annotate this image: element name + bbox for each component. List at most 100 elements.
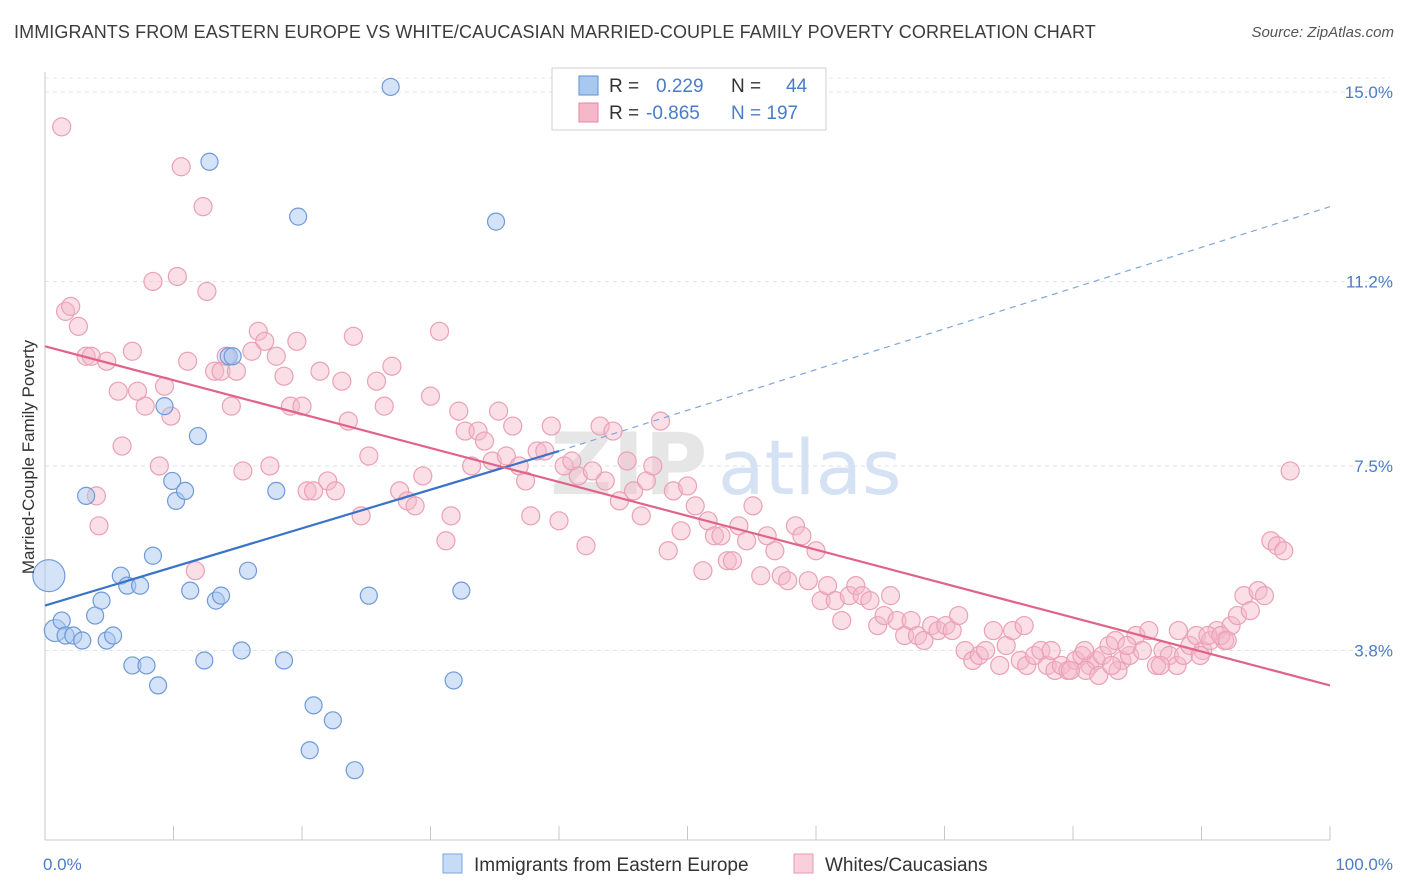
whites-point (297, 481, 317, 501)
whites-point (717, 551, 737, 571)
y-tick-label: 3.8% (1354, 641, 1393, 660)
whites-point (489, 401, 509, 421)
whites-point (52, 117, 72, 137)
bottom-legend-label-whites: Whites/Caucasians (825, 855, 988, 876)
immigrants-point (232, 641, 251, 660)
immigrants-point (444, 671, 463, 690)
whites-point (108, 381, 128, 401)
y-tick-label: 11.2% (1346, 272, 1393, 291)
whites-point (112, 436, 132, 456)
whites-point (785, 516, 806, 536)
whites-point (122, 341, 142, 361)
whites-point (318, 471, 338, 491)
series-immigrants-points (32, 77, 506, 780)
whites-point (135, 396, 155, 416)
whites-point (922, 615, 942, 636)
whites-point (248, 321, 268, 341)
x-tick-label: 100.0% (1335, 855, 1393, 874)
immigrants-point (304, 696, 323, 715)
series-whites-points (52, 117, 1300, 686)
whites-point (658, 541, 678, 561)
whites-point (343, 326, 363, 346)
whites-point (260, 456, 280, 476)
whites-point (382, 356, 402, 376)
whites-point (211, 361, 231, 381)
whites-point (595, 471, 615, 491)
whites-point (1117, 635, 1137, 656)
whites-point (914, 630, 934, 651)
whites-point (1139, 620, 1159, 641)
immigrants-point (195, 651, 214, 670)
legend-r-label-blue: R = (609, 76, 639, 97)
immigrants-point (148, 676, 168, 695)
tick-label-layer: 3.8% 7.5% 11.2% 15.0% 0.0% 100.0% (43, 83, 1393, 874)
whites-point (303, 481, 324, 501)
immigrants-point (200, 152, 219, 171)
whites-point (143, 271, 163, 292)
whites-point (1076, 660, 1096, 681)
immigrants-point (211, 586, 231, 605)
immigrants-point (345, 761, 364, 780)
legend-swatch-blue (578, 75, 599, 96)
whites-point (825, 591, 845, 611)
immigrants-point (52, 611, 71, 630)
whites-point (1261, 531, 1281, 551)
whites-point (590, 416, 610, 436)
whites-point (521, 506, 541, 526)
whites-point (167, 266, 187, 287)
whites-point (1072, 645, 1092, 666)
immigrants-trend-line (44, 449, 560, 607)
whites-point (1089, 665, 1109, 686)
whites-point (449, 401, 469, 421)
whites-point (429, 321, 450, 341)
whites-point (1267, 536, 1287, 556)
whites-point (880, 586, 901, 606)
y-tick-label: 15.0% (1345, 83, 1393, 102)
whites-point (441, 506, 461, 526)
whites-point (743, 496, 763, 516)
whites-point (374, 396, 394, 416)
immigrants-point (32, 559, 66, 593)
whites-point (1240, 600, 1260, 621)
whites-point (1041, 640, 1061, 661)
whites-point (242, 341, 262, 361)
whites-trend-line (44, 345, 1331, 687)
whites-point (1010, 650, 1030, 671)
immigrants-point (86, 606, 105, 625)
whites-point (1280, 461, 1300, 481)
whites-point (503, 416, 523, 436)
whites-point (1017, 655, 1037, 676)
whites-point (907, 625, 928, 646)
whites-point (671, 521, 691, 541)
whites-point (359, 446, 379, 466)
immigrants-point (359, 586, 378, 605)
whites-point (976, 640, 996, 661)
whites-point (832, 610, 852, 631)
whites-point (568, 466, 588, 486)
whites-point (332, 371, 352, 391)
whites-point (541, 416, 561, 436)
whites-point (287, 331, 307, 351)
whites-point (496, 446, 516, 466)
whites-point (955, 640, 975, 661)
trend-layer (44, 206, 1331, 687)
whites-point (1274, 541, 1294, 561)
legend-n-value-blue: 44 (786, 76, 808, 97)
whites-point (1074, 640, 1095, 661)
whites-point (603, 421, 623, 441)
whites-point (751, 566, 771, 586)
whites-point (582, 461, 603, 481)
immigrants-point (381, 77, 400, 97)
whites-point (185, 561, 205, 581)
whites-point (887, 610, 907, 631)
chart-title: IMMIGRANTS FROM EASTERN EUROPE VS WHITE/… (14, 22, 1096, 42)
whites-point (1227, 605, 1248, 626)
whites-point (868, 615, 888, 636)
immigrants-point (143, 546, 163, 565)
whites-point (969, 645, 989, 666)
whites-point (325, 481, 346, 501)
legend-r-label-pink: R = (609, 103, 639, 124)
whites-point (765, 541, 785, 561)
x-tick-label: 0.0% (43, 855, 82, 874)
